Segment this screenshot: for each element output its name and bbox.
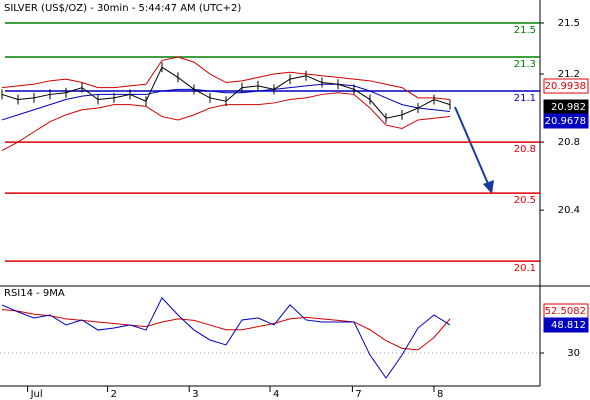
level-label: 20.1	[514, 263, 536, 274]
level-label: 21.1	[514, 93, 536, 104]
level-label: 20.8	[514, 144, 536, 155]
price-box-label: 52.5082	[545, 306, 586, 317]
x-tick-label: 7	[355, 389, 361, 400]
price-box	[543, 113, 589, 129]
y-tick-label: 30	[567, 348, 580, 359]
x-tick-label: 4	[273, 389, 279, 400]
arrow-head	[483, 180, 494, 194]
price-box-label: 20.982	[551, 102, 586, 113]
panel-title: RSI14 - 9MA	[4, 288, 65, 299]
y-tick-label: 21.5	[558, 18, 580, 29]
price-box-label: 20.9678	[545, 116, 586, 127]
level-label: 21.5	[514, 25, 536, 36]
level-label: 21.3	[514, 59, 536, 70]
x-tick-label: 8	[437, 389, 443, 400]
series-line	[1, 56, 451, 101]
x-tick-label: 3	[192, 389, 198, 400]
x-tick-label: Jul	[30, 389, 43, 400]
series-line	[1, 83, 451, 121]
series-line	[1, 297, 451, 379]
series-line	[1, 309, 451, 351]
y-tick-label: 20.4	[558, 205, 580, 216]
forecast-arrow	[454, 106, 490, 187]
price-box	[543, 317, 589, 333]
chart-title: SILVER (US$/OZ) - 30min - 5:44:47 AM (UT…	[4, 3, 241, 14]
price-box-label: 20.9938	[545, 81, 586, 92]
price-box	[543, 78, 589, 94]
y-tick-label: 20.8	[558, 137, 580, 148]
price-box-label: 48.812	[551, 320, 586, 331]
y-tick-label: 21.2	[558, 69, 580, 80]
x-tick-label: 2	[111, 389, 117, 400]
level-label: 20.5	[514, 195, 536, 206]
